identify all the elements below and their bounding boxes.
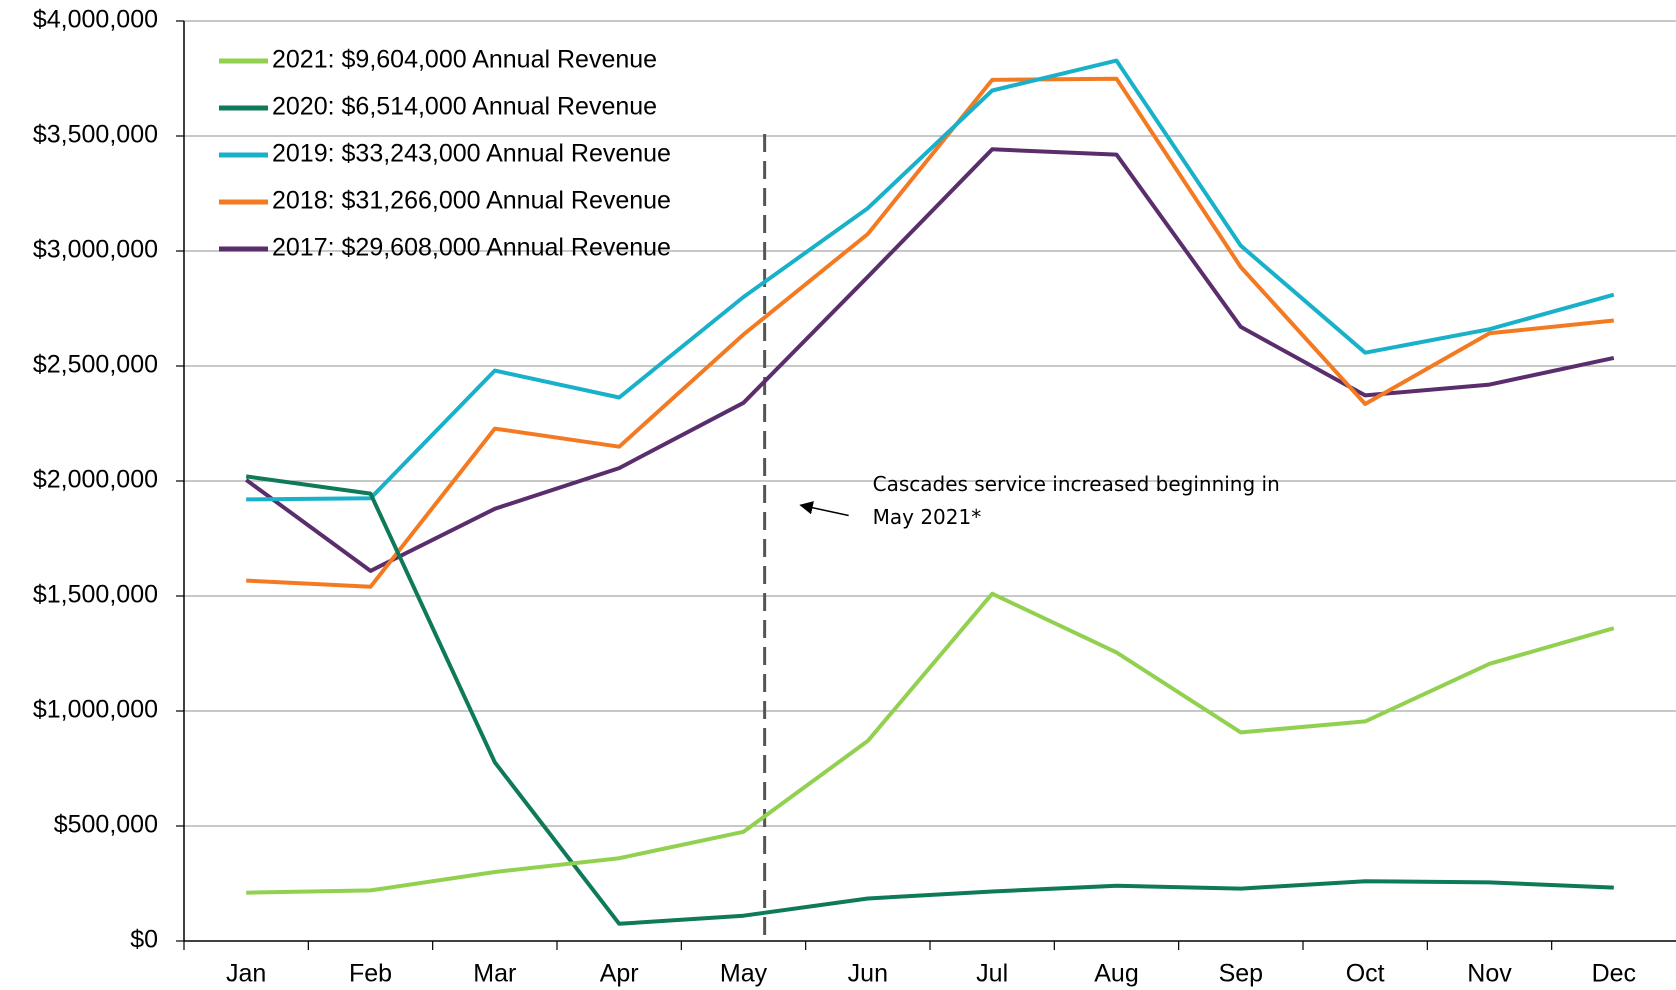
legend-label: 2017: $29,608,000 Annual Revenue (272, 234, 671, 262)
x-tick-label: Jun (848, 960, 888, 988)
x-tick-label: Nov (1467, 960, 1512, 988)
series-line (245, 474, 1614, 926)
y-tick-label: $1,500,000 (33, 581, 158, 609)
y-tick-label: $3,000,000 (33, 236, 158, 264)
y-tick-label: $2,500,000 (33, 351, 158, 379)
x-tick-label: Jan (226, 960, 266, 988)
x-tick-label: Mar (473, 960, 516, 988)
annotation: May 2021* (873, 505, 982, 529)
y-tick-label: $500,000 (54, 811, 158, 839)
y-tick-label: $3,500,000 (33, 121, 158, 149)
legend-label: 2020: $6,514,000 Annual Revenue (272, 93, 657, 121)
legend-label: 2018: $31,266,000 Annual Revenue (272, 187, 671, 215)
y-tick-label: $0 (130, 926, 158, 954)
x-tick-label: Feb (349, 960, 392, 988)
x-tick-label: Apr (600, 960, 639, 988)
x-tick-label: Dec (1592, 960, 1636, 988)
x-tick-label: May (720, 960, 768, 988)
series-line (246, 76, 1615, 589)
annotation-arrow (799, 501, 849, 517)
legend-label: 2019: $33,243,000 Annual Revenue (272, 140, 671, 168)
x-tick-label: Jul (976, 960, 1008, 988)
y-tick-label: $1,000,000 (33, 696, 158, 724)
x-tick-label: Sep (1219, 960, 1263, 988)
y-tick-label: $4,000,000 (33, 6, 158, 34)
x-tick-label: Aug (1094, 960, 1138, 988)
legend-label: 2021: $9,604,000 Annual Revenue (272, 46, 657, 74)
y-tick-label: $2,000,000 (33, 466, 158, 494)
series-line (246, 58, 1615, 502)
series-line (246, 591, 1615, 895)
annotation: Cascades service increased beginning in (873, 472, 1280, 496)
x-tick-label: Oct (1346, 960, 1385, 988)
